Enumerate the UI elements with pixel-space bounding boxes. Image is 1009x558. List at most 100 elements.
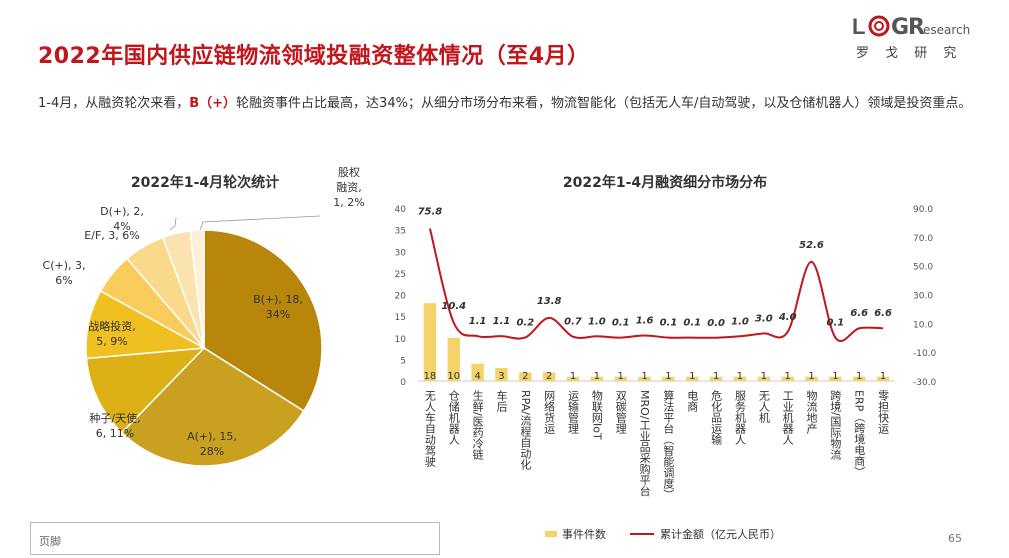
page-number: 65 xyxy=(948,532,962,545)
bar-value-label: 1 xyxy=(713,371,719,382)
combo-chart: 2022年1-4月融资细分市场分布 0 5 10 15 20 25 30 35 40 -30.0 -1… xyxy=(395,174,937,541)
right-axis-tick: 10.0 xyxy=(913,320,933,330)
bar-value-label: 1 xyxy=(761,371,767,382)
line-value-label: 4.0 xyxy=(778,312,797,323)
bar-value-label: 18 xyxy=(424,371,437,382)
line-value-label: 0.1 xyxy=(612,318,630,329)
leader-line xyxy=(169,217,177,231)
pie-slice-label: 股权融资, 1, 2% xyxy=(333,166,364,209)
bar-value-label: 1 xyxy=(880,371,886,382)
pie-slice-label: B(+), 18, 34% xyxy=(253,293,303,321)
leader-line xyxy=(199,215,321,231)
line-value-label: 6.6 xyxy=(850,308,868,319)
pie-slice-label: E/F, 3, 6% xyxy=(84,229,139,242)
logo-mark: L G R esearch xyxy=(852,14,970,40)
logo-letter-l: L xyxy=(852,14,865,39)
bar-value-label: 1 xyxy=(808,371,814,382)
bar-value-label: 4 xyxy=(474,371,480,382)
bar-value-label: 1 xyxy=(784,371,790,382)
line-value-label: 0.1 xyxy=(660,318,678,329)
category-label: RPA/流程自动化 xyxy=(519,390,532,470)
footer-box: 页脚 xyxy=(30,522,440,555)
logo-letter-g: G xyxy=(891,15,909,40)
category-label: 无人车自动驾驶 xyxy=(423,390,436,468)
category-label: 无人机 xyxy=(757,390,770,423)
category-label: MRO/工业品采购平台 xyxy=(638,390,651,497)
logo-letter-r: R xyxy=(908,15,925,40)
right-axis-tick: 50.0 xyxy=(913,263,933,273)
left-axis-tick: 10 xyxy=(395,335,407,345)
left-axis-tick: 25 xyxy=(395,270,406,280)
category-label: 网络货运 xyxy=(543,390,556,434)
line-value-label: 0.7 xyxy=(564,317,582,328)
line-value-label: 13.8 xyxy=(537,296,562,307)
category-label: 生鲜/医药冷链 xyxy=(471,389,484,460)
combo-title: 2022年1-4月融资细分市场分布 xyxy=(563,174,767,191)
amount-line xyxy=(428,228,884,343)
bar-value-label: 1 xyxy=(689,371,695,382)
bar-value-label: 2 xyxy=(546,371,552,382)
bar xyxy=(829,376,842,381)
bar-value-label: 1 xyxy=(641,371,647,382)
line-value-label: 52.6 xyxy=(799,240,824,251)
category-label: ERP（跨境电商） xyxy=(853,390,866,477)
left-axis-tick: 40 xyxy=(395,205,407,215)
pie-slice-label: 战略投资, 5, 9% xyxy=(88,319,136,348)
summary-highlight: B（+） xyxy=(189,96,237,111)
left-axis-tick: 0 xyxy=(400,378,406,388)
line-value-label: 0.1 xyxy=(683,318,701,329)
right-axis-tick: -30.0 xyxy=(913,378,937,388)
line-value-label: 3.0 xyxy=(755,313,773,324)
legend-bar-swatch xyxy=(545,531,557,537)
category-label: 跨境/国际物流 xyxy=(829,390,842,460)
bar xyxy=(662,376,675,381)
category-label: 服务机器人 xyxy=(733,390,746,445)
bar xyxy=(733,376,747,381)
bar xyxy=(805,376,818,381)
bar xyxy=(614,376,627,381)
pie-slice-label: D(+), 2, 4% xyxy=(100,205,144,233)
line-value-label: 0.2 xyxy=(516,317,534,328)
bar-value-label: 2 xyxy=(522,371,528,382)
pie-chart: 2022年1-4月轮次统计 B(+), 18, 34% A(+), 15, 28% 种子/… xyxy=(43,166,365,467)
pie-slice-label: C(+), 3, 6% xyxy=(43,259,86,287)
bar-value-label: 1 xyxy=(665,371,671,382)
line-value-label: 1.1 xyxy=(469,316,487,327)
bar-value-label: 1 xyxy=(832,371,838,382)
pie-slice-label: 种子/天使, 6, 11% xyxy=(89,411,140,440)
right-axis-tick: 30.0 xyxy=(913,292,933,302)
category-label: 电商 xyxy=(686,390,699,413)
bar xyxy=(876,376,890,381)
bar xyxy=(566,376,580,381)
pie-slice xyxy=(120,347,305,467)
category-label: 双碳管理 xyxy=(614,390,627,434)
right-axis-tick: 70.0 xyxy=(913,234,933,244)
logo-target-icon xyxy=(868,15,890,37)
bar xyxy=(757,376,771,381)
bar xyxy=(781,376,794,381)
line-value-label: 10.4 xyxy=(441,301,466,312)
category-label: 车后 xyxy=(495,389,508,412)
line-value-label: 1.1 xyxy=(493,316,511,327)
bar-value-label: 1 xyxy=(737,371,743,382)
pie-title: 2022年1-4月轮次统计 xyxy=(131,174,279,191)
bar xyxy=(709,376,723,381)
category-label: 危化品运输 xyxy=(710,390,723,446)
bar-value-label: 1 xyxy=(570,371,576,382)
bar xyxy=(590,376,604,381)
bar xyxy=(686,376,699,381)
legend-line-label: 累计金额（亿元人民币） xyxy=(660,527,781,541)
bar-value-label: 1 xyxy=(856,371,862,382)
right-axis-tick: -10.0 xyxy=(913,349,937,359)
page-title: 2022年国内供应链物流领域投融资整体情况（至4月） xyxy=(38,44,590,69)
bar xyxy=(638,376,651,381)
line-value-label: 1.6 xyxy=(636,315,654,326)
bar xyxy=(471,363,484,381)
logo: L G R esearch 罗 戈 研 究 xyxy=(850,12,980,62)
pie-slice-label: A(+), 15, 28% xyxy=(187,430,237,458)
category-label: 工业机器人 xyxy=(781,390,794,445)
left-axis-tick: 5 xyxy=(400,356,406,366)
bar xyxy=(519,372,532,381)
left-axis-tick: 35 xyxy=(395,227,406,237)
pie-slice xyxy=(189,229,205,349)
